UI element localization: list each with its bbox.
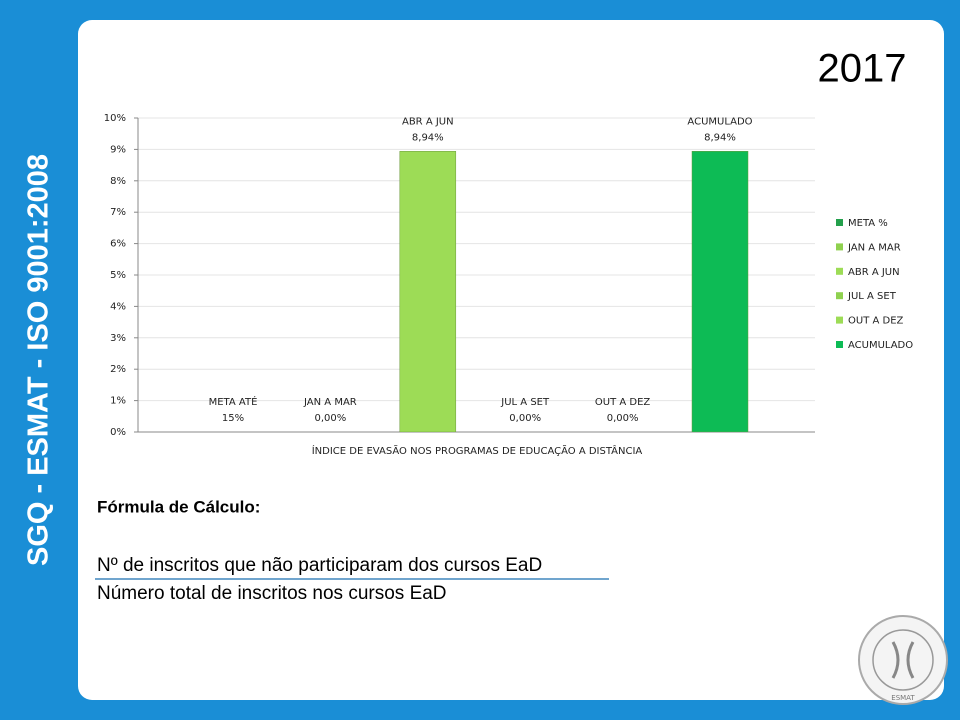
legend-label: JAN A MAR <box>847 242 901 253</box>
data-label-name: META ATÉ <box>209 395 258 408</box>
bar <box>399 151 457 432</box>
legend-swatch <box>836 292 843 300</box>
data-label-value: 0,00% <box>509 413 541 424</box>
formula-title: Fórmula de Cálculo: <box>97 497 260 516</box>
legend-swatch <box>836 316 843 324</box>
legend-swatch <box>836 219 843 226</box>
formula-denominator: Número total de inscritos nos cursos EaD <box>97 583 447 604</box>
legend-swatch <box>836 341 843 348</box>
y-tick-label: 5% <box>110 270 126 281</box>
y-tick-label: 9% <box>110 144 126 155</box>
data-label-name: OUT A DEZ <box>595 397 651 408</box>
y-tick-label: 3% <box>110 333 126 344</box>
legend-label: JUL A SET <box>847 291 897 302</box>
data-label-value: 0,00% <box>607 413 639 424</box>
legend-label: META % <box>848 218 888 229</box>
y-tick-label: 2% <box>110 364 126 375</box>
logo: ESMAT <box>858 615 948 705</box>
logo-ring <box>872 629 934 691</box>
data-label-value: 8,94% <box>412 132 444 143</box>
data-label-name: JUL A SET <box>500 397 550 408</box>
bar <box>691 151 749 432</box>
data-label-name: ABR A JUN <box>402 116 454 127</box>
legend-swatch <box>836 267 843 275</box>
legend-label: ABR A JUN <box>848 267 900 278</box>
formula-numerator: Nº de inscritos que não participaram dos… <box>97 555 542 576</box>
y-tick-label: 0% <box>110 427 126 438</box>
y-tick-label: 4% <box>110 301 126 312</box>
sidebar: SGQ - ESMAT - ISO 9001:2008 <box>23 154 55 566</box>
year: 2017 <box>818 47 907 91</box>
y-tick-label: 7% <box>110 207 126 218</box>
data-label-name: ACUMULADO <box>687 116 752 127</box>
legend-label: ACUMULADO <box>848 340 913 351</box>
y-tick-label: 1% <box>110 396 126 407</box>
logo-mark <box>891 641 915 679</box>
x-axis-label: ÍNDICE DE EVASÃO NOS PROGRAMAS DE EDUCAÇ… <box>312 444 643 457</box>
data-label-value: 8,94% <box>704 132 736 143</box>
legend-label: OUT A DEZ <box>848 316 904 327</box>
data-label-name: JAN A MAR <box>303 397 357 408</box>
data-label-value: 0,00% <box>315 413 347 424</box>
y-tick-label: 8% <box>110 176 126 187</box>
data-label-value: 15% <box>222 413 244 424</box>
y-tick-label: 6% <box>110 239 126 250</box>
legend-swatch <box>836 243 843 251</box>
y-tick-label: 10% <box>104 113 126 124</box>
logo-text: ESMAT <box>891 694 915 702</box>
logo-seal <box>858 615 948 705</box>
